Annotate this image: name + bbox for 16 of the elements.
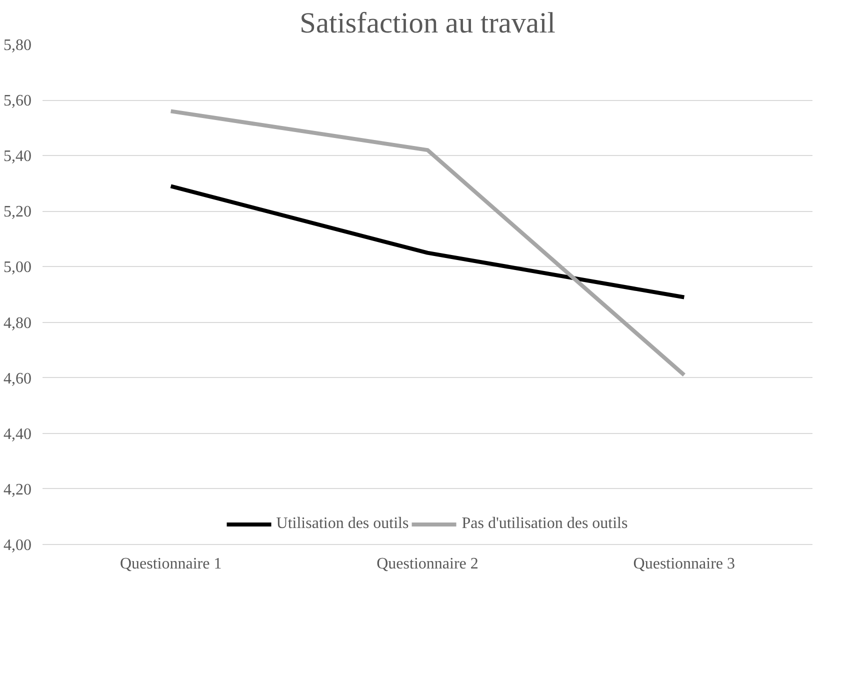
x-tick-label: Questionnaire 3 <box>633 556 736 572</box>
legend-label: Pas d'utilisation des outils <box>462 515 628 533</box>
y-tick-label: 5,40 <box>4 148 32 166</box>
x-tick-label: Questionnaire 1 <box>120 556 222 572</box>
chart-title: Satisfaction au travail <box>300 8 556 40</box>
legend-label: Utilisation des outils <box>276 515 409 533</box>
y-tick-label: 4,60 <box>4 370 32 388</box>
y-tick-label: 4,20 <box>4 481 32 498</box>
y-tick-label: 5,20 <box>4 204 32 221</box>
x-tick-label: Questionnaire 2 <box>376 556 478 572</box>
y-tick-label: 5,60 <box>4 92 32 110</box>
y-tick-label: 4,40 <box>4 426 32 443</box>
y-tick-label: 5,00 <box>4 259 32 276</box>
y-tick-label: 4,80 <box>4 314 32 332</box>
y-tick-label: 4,00 <box>4 537 32 554</box>
y-tick-label: 5,80 <box>4 37 32 54</box>
